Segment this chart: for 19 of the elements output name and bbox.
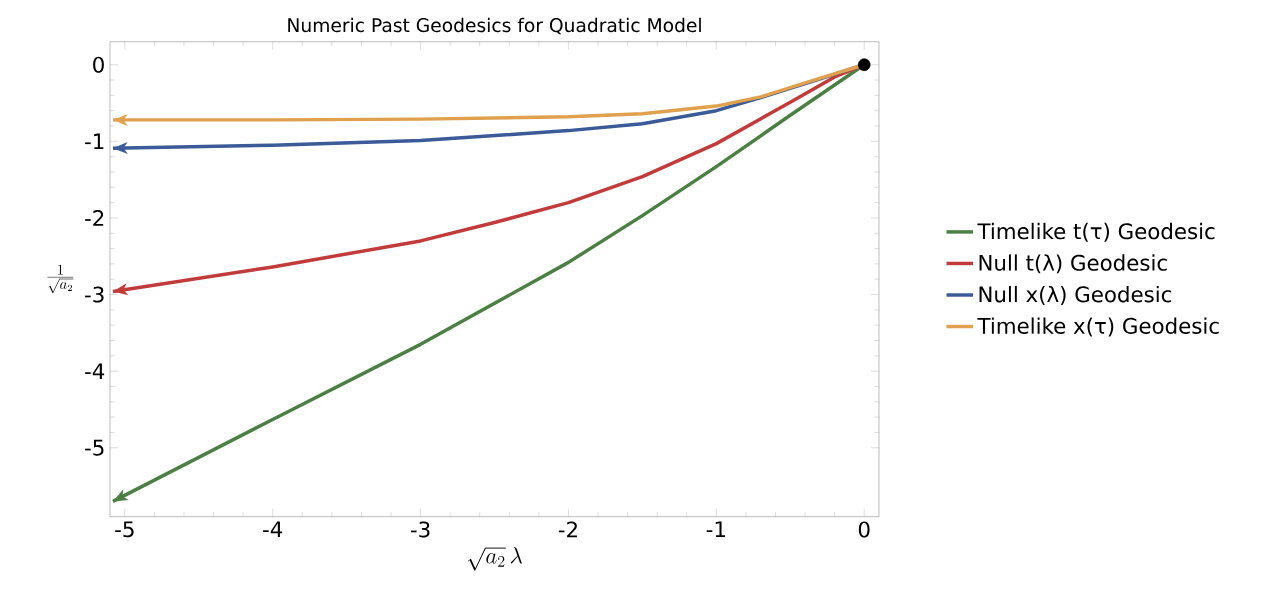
legend-label: Null x(λ) Geodesic	[979, 285, 1172, 305]
y-axis-title: $\frac{1}{\sqrt{a_2}}$	[47, 264, 74, 294]
x-tick-label: -4	[263, 521, 283, 537]
x-tick-label: 0	[858, 521, 870, 538]
y-tick-label: -1	[85, 133, 104, 150]
x-tick-label: -1	[706, 521, 725, 537]
y-tick-label: -5	[85, 439, 104, 456]
y-tick-label: -3	[85, 286, 104, 303]
legend-label: Timelike t(τ) Geodesic	[977, 222, 1215, 242]
legend-label: Null t(λ) Geodesic	[979, 254, 1167, 274]
x-tick-label: -3	[410, 521, 430, 538]
x-tick-label: -2	[558, 521, 577, 538]
x-axis-title: $\sqrt{a_2}\,\lambda$	[467, 547, 522, 571]
legend-label: Timelike x(τ) Geodesic	[977, 317, 1219, 337]
x-tick-label: -5	[115, 521, 134, 538]
y-tick-label: -4	[85, 363, 105, 379]
chart-title: Numeric Past Geodesics for Quadratic Model	[288, 17, 701, 35]
y-tick-label: -2	[85, 210, 104, 226]
y-tick-label: 0	[93, 56, 104, 73]
